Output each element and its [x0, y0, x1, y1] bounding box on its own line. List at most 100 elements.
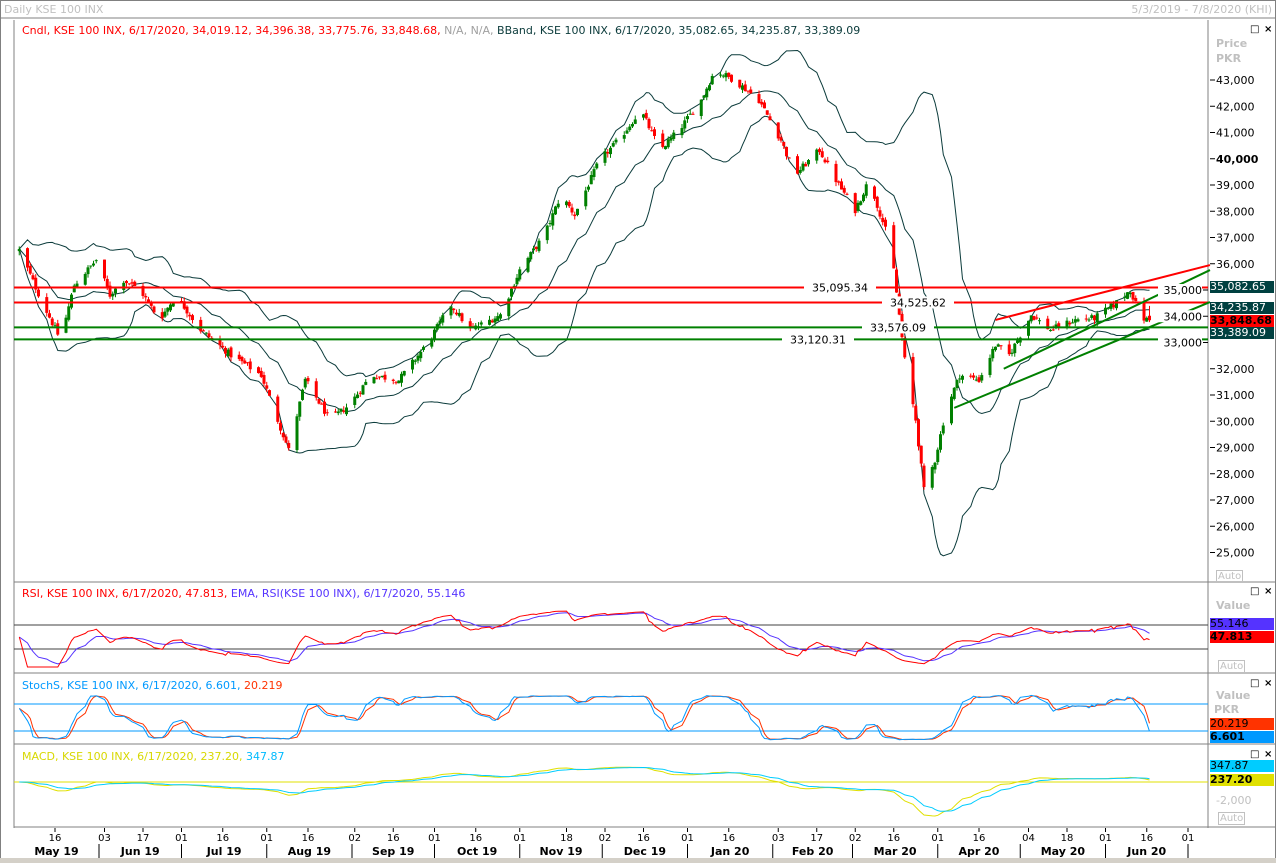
close-pane-icon[interactable]: ×: [1264, 586, 1273, 597]
candle-body: [1134, 297, 1138, 302]
candle-body: [587, 186, 590, 190]
maximize-pane-icon[interactable]: □: [1250, 678, 1260, 689]
candle-body: [680, 128, 684, 136]
candle-body: [763, 102, 766, 109]
candle: [939, 431, 942, 453]
candle: [644, 109, 648, 120]
macd-axis-tick: -2,000: [1216, 794, 1252, 807]
candle: [281, 431, 285, 441]
candle-body: [1010, 352, 1014, 354]
candle: [526, 256, 530, 274]
candle: [977, 374, 981, 383]
candle: [243, 358, 247, 364]
month-label: Jun 19: [120, 845, 160, 858]
candle-legend: Cndl, KSE 100 INX, 6/17/2020, 34,019.12,…: [22, 24, 441, 37]
candle: [380, 375, 384, 378]
candle: [996, 343, 1000, 347]
candle-body: [873, 186, 876, 199]
candle: [185, 305, 189, 318]
candle-body: [268, 390, 271, 396]
close-pane-icon[interactable]: ×: [1264, 24, 1273, 35]
candle-body: [686, 116, 689, 120]
candle: [936, 447, 940, 465]
candle-body: [952, 387, 956, 399]
candle: [666, 136, 670, 149]
candle-body: [160, 312, 164, 319]
candle: [554, 205, 557, 216]
date-range: 5/3/2019 - 7/8/2020 (KHI): [1131, 3, 1272, 16]
candle-body: [727, 72, 731, 77]
rsi-auto-button[interactable]: Auto: [1218, 660, 1246, 673]
candle: [1018, 336, 1022, 347]
candle-body: [185, 306, 189, 314]
x-tick-label: 16: [1140, 833, 1153, 844]
candle: [565, 200, 568, 208]
close-pane-icon[interactable]: ×: [1264, 749, 1273, 760]
candle-body: [17, 249, 21, 252]
maximize-pane-icon[interactable]: □: [1250, 24, 1260, 35]
candle-body: [911, 356, 915, 405]
price-auto-button[interactable]: Auto: [1216, 570, 1244, 583]
candle-body: [144, 296, 148, 298]
candle-body: [950, 396, 953, 424]
candle-body: [532, 248, 535, 251]
candle-body: [496, 316, 500, 322]
candle: [1027, 320, 1030, 340]
candle-body: [1049, 330, 1052, 332]
candle-body: [490, 320, 494, 323]
candle-body: [1007, 344, 1011, 355]
candle-body: [375, 378, 379, 380]
price-tick-label: 38,000: [1216, 205, 1255, 218]
candle-body: [353, 396, 357, 405]
candle-body: [595, 163, 599, 169]
candle-body: [1106, 307, 1110, 309]
x-tick-label: 01: [428, 833, 441, 844]
candle: [306, 375, 310, 385]
candle: [820, 147, 824, 159]
candle-body: [1104, 307, 1107, 315]
candle: [952, 387, 956, 401]
candle: [287, 440, 291, 451]
stoch-axis-title: Value: [1216, 689, 1251, 702]
candle-body: [53, 325, 57, 327]
candle: [991, 346, 995, 362]
candle: [1049, 329, 1052, 332]
candle-body: [1071, 322, 1074, 324]
price-tick-label: 36,000: [1216, 258, 1255, 271]
x-tick-label: 16: [302, 833, 315, 844]
candle: [438, 316, 442, 328]
candle: [826, 156, 830, 164]
macd-auto-button[interactable]: Auto: [1218, 812, 1246, 825]
maximize-pane-icon[interactable]: □: [1250, 586, 1260, 597]
candle-body: [31, 275, 35, 280]
candle: [457, 308, 461, 318]
candle: [743, 80, 747, 92]
close-pane-icon[interactable]: ×: [1264, 678, 1273, 689]
candle-body: [917, 419, 920, 447]
candle-body: [334, 411, 337, 413]
candle: [28, 262, 32, 276]
candle-body: [64, 317, 68, 333]
price-tick-label: 41,000: [1216, 127, 1255, 140]
candle-body: [191, 315, 194, 321]
candle: [314, 378, 318, 401]
candle: [757, 90, 761, 104]
candle-body: [204, 332, 208, 334]
candle-body: [875, 196, 879, 208]
candle-body: [411, 359, 414, 370]
candle: [111, 291, 115, 300]
rsi-line: [18, 610, 1150, 668]
candle-body: [730, 74, 733, 82]
candle: [895, 267, 898, 293]
candle-body: [45, 297, 49, 313]
maximize-pane-icon[interactable]: □: [1250, 749, 1260, 760]
candle-body: [210, 337, 214, 339]
candle-body: [323, 401, 326, 414]
candle-body: [199, 319, 203, 332]
candle: [650, 126, 654, 132]
x-tick-label: 18: [560, 833, 573, 844]
candle-body: [394, 382, 398, 384]
rsi-ema-line: [19, 612, 1150, 665]
candle-body: [248, 361, 252, 370]
